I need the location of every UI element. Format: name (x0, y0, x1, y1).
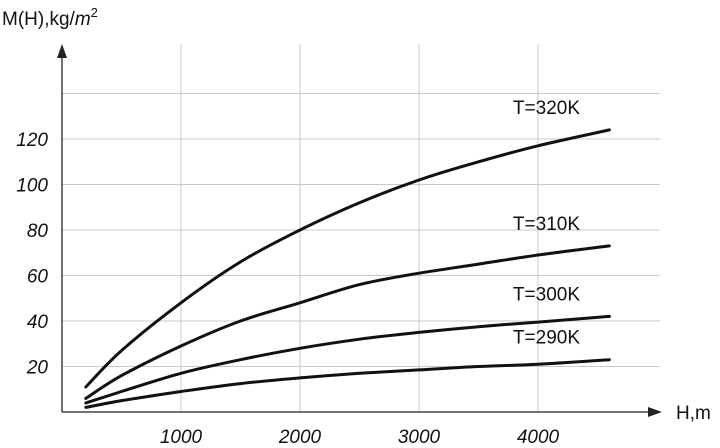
series-label-0: T=320K (513, 98, 580, 119)
x-tick-label: 1000 (160, 427, 203, 448)
y-tick-label: 80 (27, 221, 49, 242)
series-line-1 (84, 244, 611, 400)
tick-labels: 1000 2000 3000 4000 20 40 60 80 100 120 (16, 130, 559, 448)
grid (62, 44, 660, 412)
series-labels: T=320K T=310K T=300K T=290K (513, 98, 580, 349)
y-tick-label: 120 (16, 130, 48, 151)
x-tick-label: 4000 (517, 427, 560, 448)
series-lines (84, 128, 611, 409)
y-tick-label: 40 (27, 312, 49, 333)
series-label-1: T=310K (513, 214, 580, 235)
y-axis-label: M(H),kg/m2 (2, 5, 98, 30)
series-line-3 (84, 358, 611, 409)
series-label-2: T=300K (513, 284, 580, 305)
series-line-0 (84, 128, 611, 389)
series-label-3: T=290K (513, 328, 580, 349)
y-tick-label: 60 (27, 267, 49, 288)
x-tick-label: 2000 (278, 427, 322, 448)
y-tick-label: 100 (16, 176, 48, 197)
x-axis-label: H,m (676, 403, 711, 424)
y-axis-arrow-icon (57, 44, 67, 58)
x-tick-label: 3000 (398, 427, 441, 448)
y-tick-label: 20 (26, 358, 49, 379)
x-axis-arrow-icon (648, 407, 662, 417)
series-line-2 (84, 314, 611, 405)
axes (57, 44, 662, 417)
